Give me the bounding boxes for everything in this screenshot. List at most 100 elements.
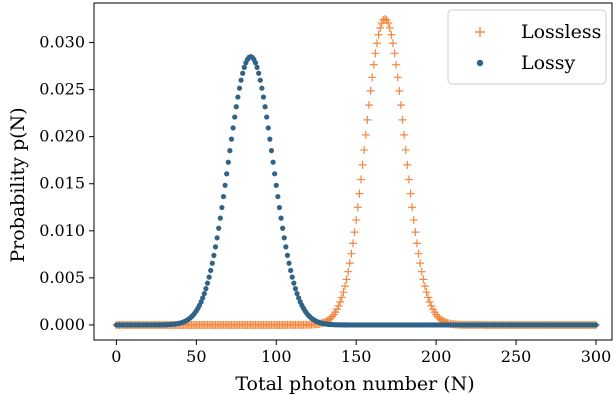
data-point	[356, 175, 365, 184]
data-point	[260, 94, 267, 100]
data-marks	[112, 15, 601, 329]
data-point	[227, 148, 233, 154]
data-point	[344, 267, 353, 276]
data-point	[204, 280, 211, 286]
data-point	[241, 64, 247, 70]
data-point	[225, 159, 231, 165]
data-point	[233, 104, 239, 110]
data-point	[259, 85, 265, 91]
x-tick-label: 250	[501, 347, 532, 366]
data-point	[294, 290, 300, 297]
data-point	[392, 60, 401, 69]
data-point	[268, 148, 275, 154]
data-point	[396, 101, 405, 110]
data-point	[254, 64, 260, 70]
data-point	[361, 130, 370, 139]
data-point	[217, 215, 223, 221]
data-point	[355, 189, 364, 198]
x-axis-label: Total photon number (N)	[235, 373, 474, 395]
data-point	[353, 203, 362, 212]
data-point	[363, 115, 372, 124]
data-point	[371, 49, 380, 58]
data-point	[425, 298, 434, 307]
data-point	[422, 288, 431, 297]
data-point	[408, 203, 417, 212]
data-point	[424, 293, 433, 302]
data-point	[209, 260, 215, 266]
data-point	[376, 23, 385, 32]
data-point	[398, 115, 407, 124]
data-point	[328, 312, 337, 321]
data-point	[256, 70, 262, 76]
data-point	[395, 86, 404, 95]
data-point	[384, 19, 393, 28]
data-point	[235, 94, 241, 100]
data-point	[289, 274, 295, 280]
data-point	[272, 171, 278, 177]
data-point	[334, 301, 343, 310]
plot-frame	[93, 2, 613, 341]
data-point	[352, 216, 361, 225]
legend-marker	[476, 59, 484, 67]
data-point	[393, 73, 402, 82]
data-point	[265, 125, 271, 131]
data-point	[284, 252, 291, 258]
data-point	[203, 286, 209, 292]
ticks: 0 50 100 150 200 250 300 0.000 0.005 0.010 0.015 0.…	[39, 33, 611, 366]
data-point	[257, 77, 263, 83]
data-point	[222, 182, 228, 188]
data-point	[214, 235, 220, 241]
data-point	[224, 171, 230, 177]
x-tick-label: 200	[421, 347, 452, 366]
data-point	[275, 193, 281, 200]
data-point	[201, 290, 207, 297]
y-tick-label: 0.025	[39, 80, 85, 99]
data-point	[336, 298, 345, 307]
data-point	[374, 30, 383, 39]
data-point	[368, 73, 377, 82]
data-point	[417, 267, 426, 276]
data-point	[380, 15, 389, 24]
axis-labels: Total photon number (N) Probability p(N)	[7, 107, 475, 395]
x-tick-label: 0	[111, 347, 121, 366]
data-point	[267, 136, 273, 142]
data-point	[200, 295, 206, 301]
data-point	[276, 204, 283, 211]
data-point	[208, 267, 214, 274]
data-point	[420, 282, 429, 291]
data-point	[240, 70, 246, 76]
data-point	[414, 249, 423, 258]
series-lossy	[113, 54, 599, 328]
data-point	[401, 145, 410, 154]
data-point	[347, 249, 356, 258]
data-point	[206, 274, 212, 280]
data-point	[342, 275, 351, 284]
legend-marker	[475, 27, 485, 37]
data-point	[232, 114, 238, 120]
x-tick-label: 300	[581, 347, 612, 366]
data-point	[350, 228, 359, 237]
legend-box	[447, 9, 607, 85]
data-point	[406, 189, 415, 198]
data-point	[262, 104, 268, 110]
data-point	[337, 293, 346, 302]
data-point	[252, 60, 259, 66]
data-point	[387, 30, 396, 39]
data-point	[419, 275, 428, 284]
data-point	[219, 204, 225, 211]
data-point	[593, 322, 599, 328]
data-point	[390, 49, 399, 58]
legend-label: Lossy	[521, 52, 576, 74]
data-point	[198, 299, 204, 305]
data-point	[212, 244, 219, 250]
x-tick-label: 100	[261, 347, 292, 366]
y-tick-label: 0.010	[39, 221, 85, 240]
data-point	[220, 193, 227, 200]
data-point	[341, 282, 350, 291]
data-point	[339, 288, 348, 297]
data-point	[388, 39, 397, 48]
y-tick-label: 0.005	[39, 268, 85, 287]
data-point	[333, 305, 342, 314]
data-point	[270, 159, 276, 165]
data-point	[403, 160, 412, 169]
